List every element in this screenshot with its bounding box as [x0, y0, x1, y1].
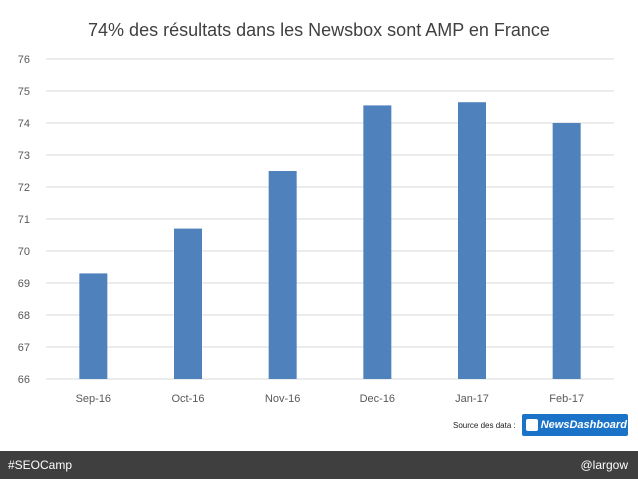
x-tick-label: Feb-17: [549, 393, 584, 405]
y-tick-label: 76: [18, 54, 30, 66]
gridlines: [46, 58, 614, 380]
bar-feb-17: [552, 123, 581, 379]
y-tick-label: 66: [18, 374, 30, 386]
y-tick-label: 68: [18, 310, 30, 322]
y-tick-label: 70: [18, 246, 30, 258]
source-attribution: Source des data : NewsDashboard: [453, 414, 628, 436]
y-tick-label: 73: [18, 150, 30, 162]
source-label: Source des data :: [453, 420, 516, 430]
bar-sep-16: [79, 273, 108, 379]
x-tick-label: Sep-16: [76, 393, 111, 405]
footer-bar: #SEOCamp @largow: [0, 451, 638, 479]
x-tick-label: Oct-16: [171, 393, 204, 405]
bar-jan-17: [458, 102, 486, 379]
bar-oct-16: [174, 228, 202, 379]
y-tick-label: 75: [18, 86, 30, 98]
bar-chart: 66 67 68 69 70 71 72 73 74 75 76 Sep-16 Oct-16 Nov-1…: [18, 54, 614, 405]
x-axis-ticks: Sep-16 Oct-16 Nov-16 Dec-16 Jan-17 Feb-17: [76, 393, 585, 405]
newsdashboard-logo-icon: [525, 419, 538, 431]
chart-title: 74% des résultats dans les Newsbox sont …: [88, 20, 550, 40]
y-tick-label: 69: [18, 278, 30, 290]
bar-dec-16: [363, 105, 392, 380]
footer-hashtag: #SEOCamp: [8, 458, 73, 472]
bars: [79, 102, 581, 380]
bar-nov-16: [268, 171, 297, 379]
y-axis-ticks: 66 67 68 69 70 71 72 73 74 75 76: [18, 54, 30, 386]
newsdashboard-logo: NewsDashboard: [521, 414, 628, 436]
y-tick-label: 67: [18, 342, 30, 354]
x-tick-label: Jan-17: [455, 393, 489, 405]
footer-handle: @largow: [580, 458, 628, 472]
y-tick-label: 74: [18, 118, 30, 130]
x-tick-label: Dec-16: [360, 393, 395, 405]
newsdashboard-logo-text: NewsDashboard: [540, 419, 627, 431]
x-tick-label: Nov-16: [265, 393, 300, 405]
y-tick-label: 71: [18, 214, 30, 226]
y-tick-label: 72: [18, 182, 30, 194]
